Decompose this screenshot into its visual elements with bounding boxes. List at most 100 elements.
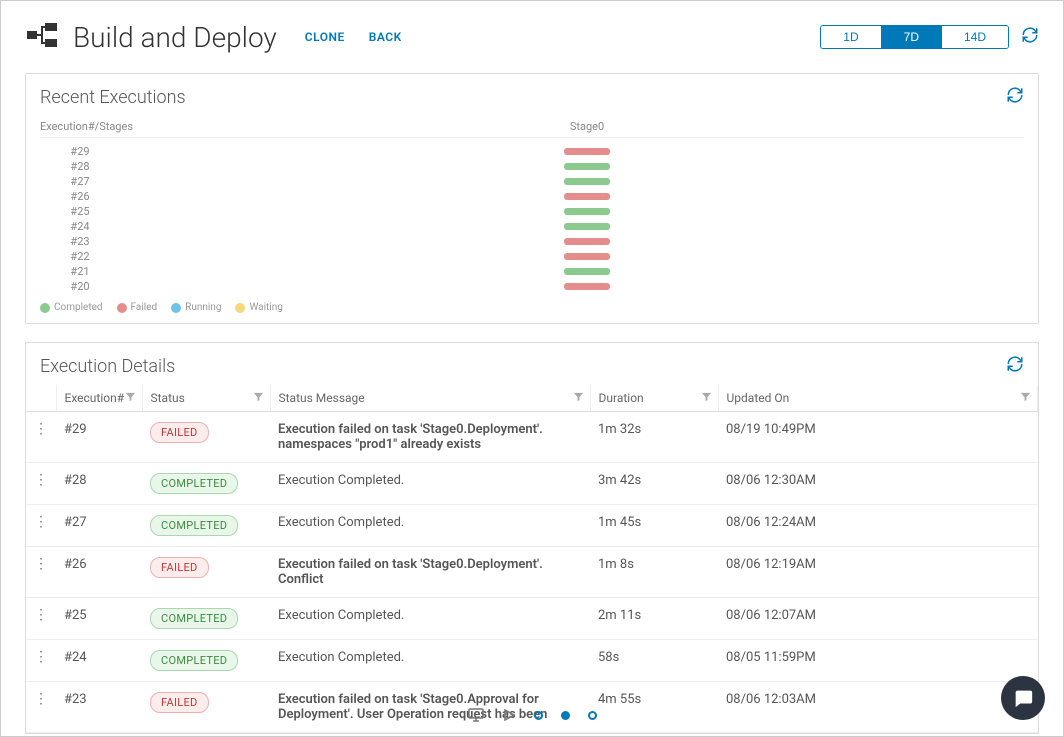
chart-row-label: #28 [40, 160, 150, 173]
carousel-dot-2[interactable] [561, 711, 570, 720]
range-7d[interactable]: 7D [882, 26, 942, 48]
clone-link[interactable]: CLONE [305, 30, 345, 44]
status-pill: COMPLETED [150, 650, 238, 671]
chart-bar-cell [150, 268, 1024, 275]
cell-duration: 58s [590, 640, 718, 682]
back-link[interactable]: BACK [369, 30, 402, 44]
range-1d[interactable]: 1D [821, 26, 881, 48]
cell-execution: #26 [56, 547, 142, 598]
chart-legend: CompletedFailedRunningWaiting [40, 294, 1024, 313]
chart-bar[interactable] [564, 253, 610, 260]
cell-message: Execution Completed. [270, 505, 590, 547]
refresh-icon[interactable] [1021, 26, 1039, 48]
chart-bar[interactable] [564, 238, 610, 245]
status-pill: COMPLETED [150, 473, 238, 494]
row-menu-icon[interactable]: ⋮ [34, 649, 48, 665]
chart-bar[interactable] [564, 163, 610, 170]
cell-duration: 1m 8s [590, 547, 718, 598]
status-pill: FAILED [150, 422, 209, 443]
legend-item: Waiting [235, 302, 282, 313]
chart-bar-cell [150, 283, 1024, 290]
filter-icon[interactable] [253, 391, 264, 405]
details-refresh-icon[interactable] [1006, 355, 1024, 377]
details-table-wrap: Execution# Status Status Message Duratio… [26, 385, 1038, 733]
cell-updated: 08/06 12:07AM [718, 598, 1038, 640]
chart-bar[interactable] [564, 208, 610, 215]
row-menu-icon[interactable]: ⋮ [34, 472, 48, 488]
chart-row-label: #24 [40, 220, 150, 233]
range-14d[interactable]: 14D [942, 26, 1008, 48]
row-menu-icon[interactable]: ⋮ [34, 514, 48, 530]
legend-item: Completed [40, 302, 103, 313]
col-exec-label: Execution# [65, 391, 125, 405]
legend-dot [235, 303, 245, 313]
row-menu-icon[interactable]: ⋮ [34, 421, 48, 437]
legend-label: Running [185, 302, 221, 313]
carousel-play-icon[interactable] [502, 708, 516, 722]
chart-row: #24 [40, 219, 1024, 234]
chart-bar[interactable] [564, 223, 610, 230]
chart-row: #23 [40, 234, 1024, 249]
col-msg-label: Status Message [279, 391, 365, 405]
header-right: 1D7D14D [820, 25, 1039, 49]
legend-dot [117, 303, 127, 313]
col-dur-label: Duration [599, 391, 644, 405]
row-menu-icon[interactable]: ⋮ [34, 556, 48, 572]
cell-message: Execution Completed. [270, 463, 590, 505]
chart-bar-cell [150, 163, 1024, 170]
carousel-dot-3[interactable] [588, 711, 597, 720]
chart-row-label: #27 [40, 175, 150, 188]
legend-item: Running [171, 302, 221, 313]
legend-dot [40, 303, 50, 313]
chart-row: #25 [40, 204, 1024, 219]
recent-card-header: Recent Executions [26, 74, 1038, 116]
col-menu-header [26, 385, 56, 412]
chart-bar[interactable] [564, 148, 610, 155]
details-title: Execution Details [40, 356, 175, 377]
execution-details-card: Execution Details Execution# Status [25, 342, 1039, 734]
chart-bar[interactable] [564, 193, 610, 200]
legend-dot [171, 303, 181, 313]
chart-row-label: #21 [40, 265, 150, 278]
carousel-monitor-icon[interactable] [468, 708, 484, 722]
cell-execution: #25 [56, 598, 142, 640]
row-menu-icon[interactable]: ⋮ [34, 607, 48, 623]
carousel-dot-1[interactable] [534, 711, 543, 720]
chart-row: #21 [40, 264, 1024, 279]
carousel-nav [1, 708, 1063, 722]
title-block: Build and Deploy [25, 17, 277, 57]
col-exec-header[interactable]: Execution# [56, 385, 142, 412]
chart-row: #26 [40, 189, 1024, 204]
row-menu-icon[interactable]: ⋮ [34, 691, 48, 707]
cell-updated: 08/06 12:19AM [718, 547, 1038, 598]
col-status-header[interactable]: Status [142, 385, 270, 412]
chart-bar-cell [150, 253, 1024, 260]
chart-bar[interactable] [564, 178, 610, 185]
chat-button[interactable] [1001, 676, 1045, 720]
col-dur-header[interactable]: Duration [590, 385, 718, 412]
details-card-header: Execution Details [26, 343, 1038, 385]
cell-execution: #28 [56, 463, 142, 505]
chart-row: #22 [40, 249, 1024, 264]
col-msg-header[interactable]: Status Message [270, 385, 590, 412]
chart-row: #29 [40, 144, 1024, 159]
cell-message: Execution failed on task 'Stage0.Approva… [270, 682, 590, 733]
filter-icon[interactable] [1020, 391, 1031, 405]
col-upd-header[interactable]: Updated On [718, 385, 1038, 412]
cell-duration: 1m 45s [590, 505, 718, 547]
chart-bar-cell [150, 223, 1024, 230]
cell-execution: #23 [56, 682, 142, 733]
chart-head: Execution#/Stages Stage0 [40, 120, 1024, 138]
chart-row-label: #25 [40, 205, 150, 218]
table-header-row: Execution# Status Status Message Duratio… [26, 385, 1038, 412]
cell-duration: 2m 11s [590, 598, 718, 640]
recent-refresh-icon[interactable] [1006, 86, 1024, 108]
filter-icon[interactable] [125, 391, 136, 405]
cell-message: Execution Completed. [270, 640, 590, 682]
cell-updated: 08/06 12:03AM [718, 682, 1038, 733]
filter-icon[interactable] [701, 391, 712, 405]
filter-icon[interactable] [573, 391, 584, 405]
table-row: ⋮#29FAILEDExecution failed on task 'Stag… [26, 412, 1038, 463]
chart-bar[interactable] [564, 268, 610, 275]
chart-bar[interactable] [564, 283, 610, 290]
